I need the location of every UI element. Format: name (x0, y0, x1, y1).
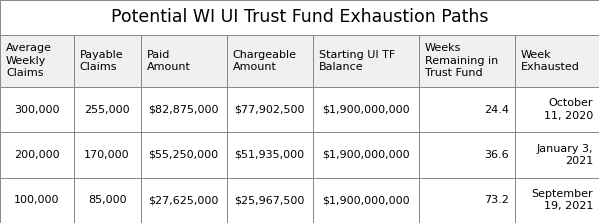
Text: September
19, 2021: September 19, 2021 (531, 189, 593, 211)
Text: $82,875,000: $82,875,000 (149, 105, 219, 115)
Text: 170,000: 170,000 (84, 150, 130, 160)
Text: 24.4: 24.4 (484, 105, 509, 115)
Bar (226, 87, 313, 132)
Bar (0, 178, 74, 223)
Bar (419, 132, 515, 178)
Bar (74, 178, 141, 223)
Text: 73.2: 73.2 (484, 195, 509, 205)
Bar (515, 132, 599, 178)
Text: 36.6: 36.6 (485, 150, 509, 160)
Text: January 3,
2021: January 3, 2021 (537, 144, 593, 166)
Bar (226, 132, 313, 178)
Bar (141, 35, 226, 87)
Text: $51,935,000: $51,935,000 (234, 150, 305, 160)
Bar (313, 178, 419, 223)
Text: $1,900,000,000: $1,900,000,000 (322, 105, 409, 115)
Bar (74, 132, 141, 178)
Text: 100,000: 100,000 (14, 195, 59, 205)
Bar (419, 178, 515, 223)
Text: October
11, 2020: October 11, 2020 (544, 98, 593, 121)
Bar (419, 35, 515, 87)
Text: Chargeable
Amount: Chargeable Amount (232, 50, 297, 72)
Bar (226, 35, 313, 87)
Bar (74, 35, 141, 87)
Bar (141, 178, 226, 223)
Text: 85,000: 85,000 (88, 195, 126, 205)
Bar (515, 35, 599, 87)
Bar (74, 87, 141, 132)
Text: Week
Exhausted: Week Exhausted (521, 50, 580, 72)
Text: 255,000: 255,000 (84, 105, 130, 115)
Bar (141, 87, 226, 132)
Bar (515, 87, 599, 132)
Text: Paid
Amount: Paid Amount (147, 50, 190, 72)
Text: Payable
Claims: Payable Claims (80, 50, 123, 72)
Text: Weeks
Remaining in
Trust Fund: Weeks Remaining in Trust Fund (425, 43, 498, 78)
Bar (0, 87, 74, 132)
Text: Average
Weekly
Claims: Average Weekly Claims (6, 43, 52, 78)
Bar (0, 0, 599, 35)
Bar (515, 178, 599, 223)
Bar (0, 35, 74, 87)
Bar (141, 132, 226, 178)
Bar (419, 87, 515, 132)
Text: $1,900,000,000: $1,900,000,000 (322, 150, 409, 160)
Text: 300,000: 300,000 (14, 105, 59, 115)
Bar (0, 132, 74, 178)
Text: $1,900,000,000: $1,900,000,000 (322, 195, 409, 205)
Text: $77,902,500: $77,902,500 (234, 105, 305, 115)
Bar (226, 178, 313, 223)
Text: $27,625,000: $27,625,000 (149, 195, 219, 205)
Text: 200,000: 200,000 (14, 150, 59, 160)
Text: $25,967,500: $25,967,500 (234, 195, 305, 205)
Bar (313, 132, 419, 178)
Text: $55,250,000: $55,250,000 (149, 150, 219, 160)
Bar (313, 87, 419, 132)
Text: Starting UI TF
Balance: Starting UI TF Balance (319, 50, 395, 72)
Text: Potential WI UI Trust Fund Exhaustion Paths: Potential WI UI Trust Fund Exhaustion Pa… (111, 8, 488, 26)
Bar (313, 35, 419, 87)
